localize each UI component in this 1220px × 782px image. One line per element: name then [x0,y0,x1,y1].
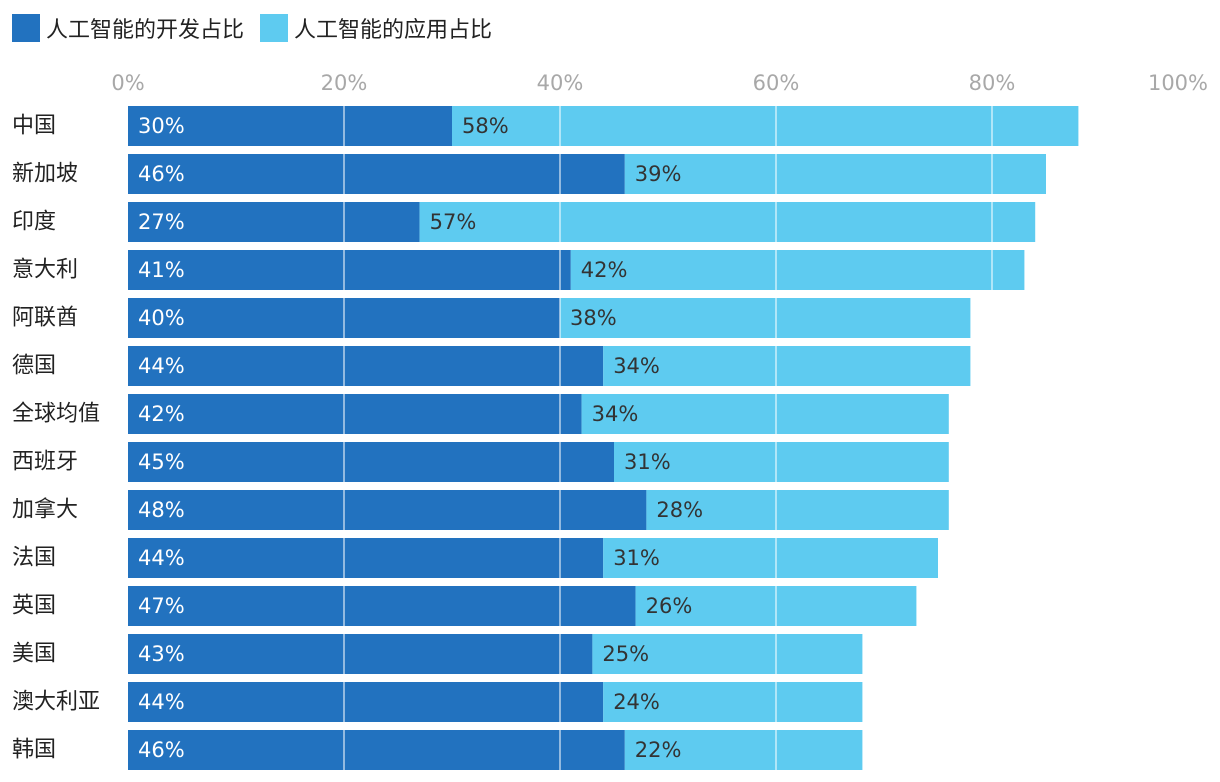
data-label-application: 34% [592,402,639,426]
data-label-development: 42% [138,402,185,426]
data-label-application: 31% [624,450,671,474]
legend-item-development: 人工智能的开发占比 [12,12,244,44]
data-label-application: 24% [613,690,660,714]
data-label-application: 26% [646,594,693,618]
category-label: 英国 [12,594,56,619]
bar-application [603,682,863,722]
legend-label-application: 人工智能的应用占比 [294,18,493,43]
data-label-development: 43% [138,642,185,666]
legend-swatch-development [12,14,40,42]
bar-application [614,442,949,482]
category-label: 中国 [12,114,56,139]
category-label: 德国 [12,354,56,379]
bar-development [128,346,604,386]
bar-development [128,634,593,674]
bar-development [128,538,604,578]
bar-application [419,202,1036,242]
data-label-development: 48% [138,498,185,522]
data-label-development: 46% [138,738,185,762]
ticks-layer: 0% 20% 40% 60% 80% 100% [111,71,1208,95]
x-tick-label: 60% [753,71,800,95]
category-label: 新加坡 [12,162,78,187]
bar-application [592,634,863,674]
chart-legend: 人工智能的开发占比 人工智能的应用占比 [12,12,508,44]
bar-application [624,730,863,770]
bar-development [128,442,614,482]
data-label-development: 30% [138,114,185,138]
bar-development [128,730,625,770]
category-label: 西班牙 [12,450,78,475]
bar-application [603,346,971,386]
data-label-application: 25% [602,642,649,666]
x-tick-label: 20% [321,71,368,95]
labels-layer: 中国 30% 58% 新加坡 46% 39% 印度 27% 57% 意大利 41% 42% 阿联酋 40%… [12,114,703,763]
legend-item-application: 人工智能的应用占比 [260,12,492,44]
data-label-development: 47% [138,594,185,618]
category-label: 全球均值 [12,402,100,427]
category-label: 澳大利亚 [12,690,100,715]
legend-label-development: 人工智能的开发占比 [46,18,245,43]
data-label-application: 28% [656,498,703,522]
category-label: 韩国 [12,738,56,763]
bar-application [452,106,1079,146]
bar-application [603,538,938,578]
data-label-development: 46% [138,162,185,186]
data-label-development: 45% [138,450,185,474]
x-tick-label: 40% [537,71,584,95]
data-label-development: 44% [138,354,185,378]
category-label: 法国 [12,546,56,571]
data-label-application: 22% [635,738,682,762]
category-label: 美国 [12,642,56,667]
legend-swatch-application [260,14,289,42]
data-label-application: 31% [613,546,660,570]
x-tick-label: 0% [111,71,144,95]
data-label-application: 39% [635,162,682,186]
x-tick-label: 80% [969,71,1016,95]
bar-development [128,250,571,290]
bar-development [128,154,625,194]
bar-development [128,586,636,626]
data-label-application: 34% [613,354,660,378]
bars-layer [128,106,1079,770]
data-label-development: 44% [138,690,185,714]
data-label-application: 42% [581,258,628,282]
bar-development [128,202,420,242]
category-label: 意大利 [12,258,78,283]
data-label-development: 44% [138,546,185,570]
data-label-development: 27% [138,210,185,234]
data-label-application: 57% [430,210,477,234]
data-label-application: 38% [570,306,617,330]
category-label: 印度 [12,210,56,235]
bar-development [128,106,452,146]
bar-development [128,394,582,434]
bar-application [624,154,1046,194]
data-label-application: 58% [462,114,509,138]
category-label: 阿联酋 [12,306,78,331]
data-label-development: 40% [138,306,185,330]
bar-development [128,682,604,722]
bar-development [128,490,647,530]
bar-application [646,490,949,530]
category-label: 加拿大 [12,497,78,523]
x-tick-label: 100% [1148,71,1208,95]
bar-application [560,298,971,338]
grid-layer [343,106,993,770]
bar-application [570,250,1025,290]
bar-application [581,394,949,434]
data-label-development: 41% [138,258,185,282]
